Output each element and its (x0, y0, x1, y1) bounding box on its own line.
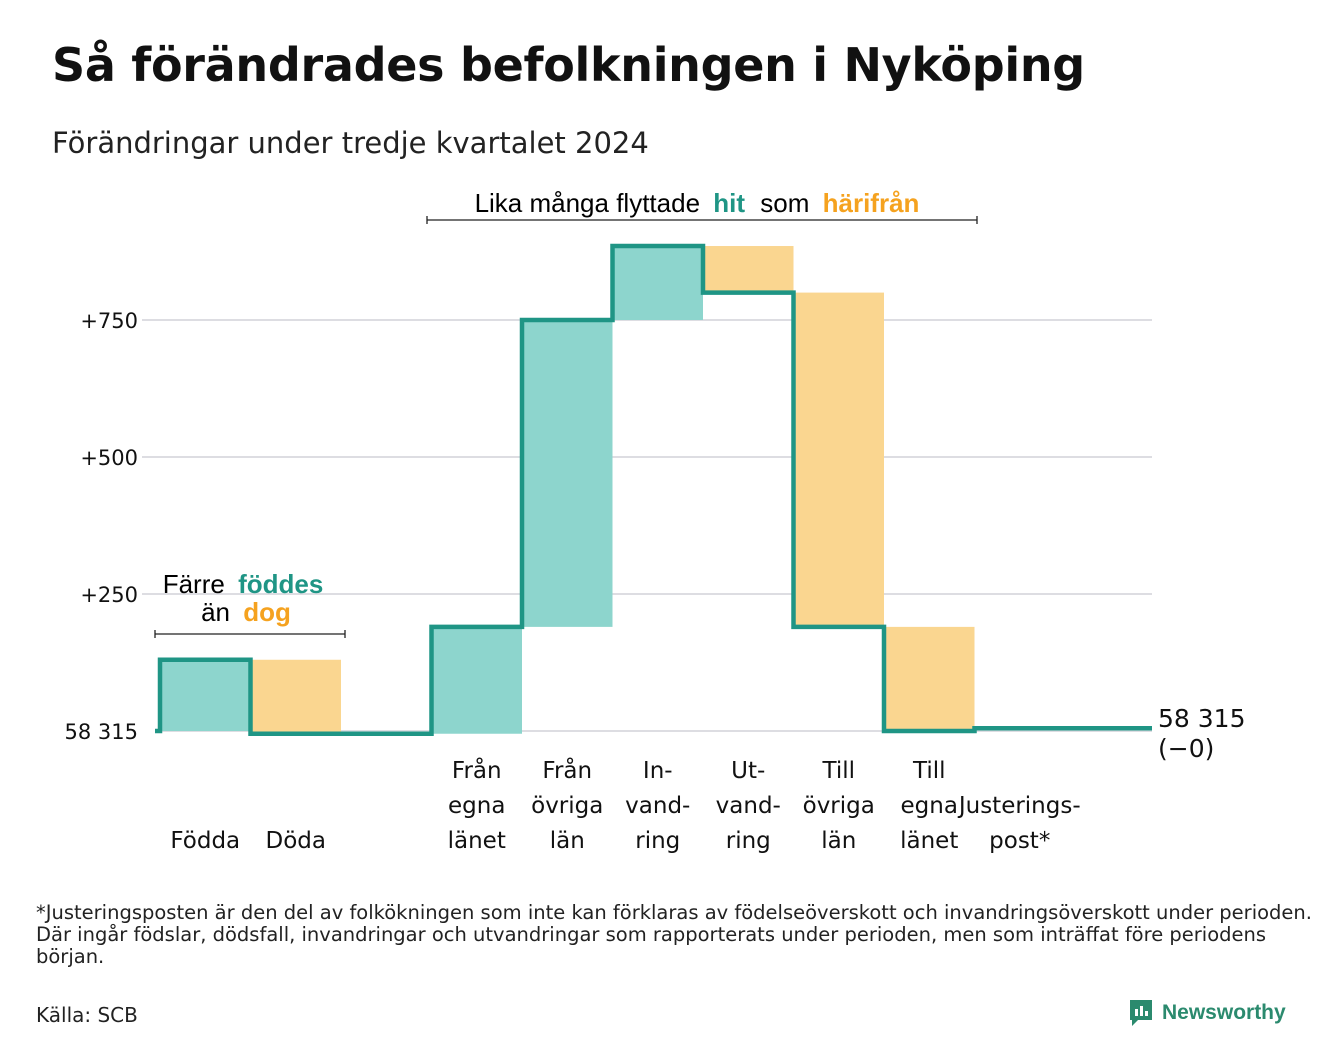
running-total-line (155, 243, 1152, 736)
bar-invandring (612, 246, 703, 320)
x-tick-label: post* (989, 828, 1050, 854)
y-tick-label: +750 (80, 309, 138, 333)
x-tick-label: Till (912, 758, 946, 784)
chart-title: Så förändrades befolkningen i Nyköping (52, 38, 1085, 92)
x-tick-label: övriga (531, 793, 603, 819)
x-tick-label: län (550, 828, 585, 854)
x-tick-label: Ut- (731, 758, 765, 784)
waterfall-chart: 58 315+250+500+750 Födda DödaFrånegnaläne… (65, 188, 1246, 854)
bars (160, 246, 975, 734)
x-tick-label: Från (542, 756, 592, 784)
y-axis-labels: 58 315 +250 +500 +750 (65, 309, 138, 744)
x-tick-label: Födda (170, 828, 240, 854)
bar-frånegnalänet (431, 626, 522, 734)
newsworthy-logo-icon (1130, 1000, 1152, 1026)
x-tick-label: ring (726, 828, 771, 854)
y-tick-label: +500 (80, 446, 138, 470)
x-axis-labels: Födda Döda Från egna länet Från övriga län In-va… (170, 756, 1080, 854)
annotation-birth-line2: än dog (201, 597, 291, 627)
annotation-birth-bracket (154, 630, 346, 638)
annotation-migration: Lika många flyttade hit som härifrån (475, 188, 920, 218)
x-tick-label: In- (643, 758, 673, 784)
x-tick-label: Från (452, 756, 502, 784)
y-tick-label: +250 (80, 583, 138, 607)
footnote: *Justeringsposten är den del av folkökni… (36, 901, 1312, 968)
x-tick-label: Döda (266, 828, 326, 854)
x-tick-label: länet (448, 828, 506, 854)
x-tick-label: län (821, 828, 856, 854)
x-tick-label: Justerings- (957, 793, 1081, 819)
x-tick-label: ring (635, 828, 680, 854)
bar-tillövrigalän (793, 292, 884, 627)
x-tick-label: egna (901, 793, 958, 819)
x-tick-label: vand- (625, 793, 690, 819)
x-tick-label: länet (900, 828, 958, 854)
end-value-label: 58 315 (1158, 704, 1245, 733)
bar-frånövrigalän (522, 320, 613, 627)
bar-tillegnalänet (884, 626, 975, 731)
end-change-label: (−0) (1158, 734, 1214, 763)
annotation-migration-bracket (426, 216, 978, 224)
bar-utvandring (703, 246, 794, 293)
x-tick-label: övriga (803, 793, 875, 819)
annotation-birth-line1: Färre föddes (163, 569, 324, 599)
y-tick-label: 58 315 (65, 720, 138, 744)
x-tick-label: egna (448, 793, 505, 819)
x-tick-label: vand- (716, 793, 781, 819)
source-label: Källa: SCB (36, 1003, 138, 1027)
x-tick-label: Till (821, 758, 855, 784)
brand-name: Newsworthy (1162, 1001, 1286, 1024)
brand-logo[interactable]: Newsworthy (1128, 998, 1286, 1028)
bar-döda (250, 659, 341, 734)
chart-subtitle: Förändringar under tredje kvartalet 2024 (52, 126, 649, 160)
bar-födda (160, 659, 251, 731)
